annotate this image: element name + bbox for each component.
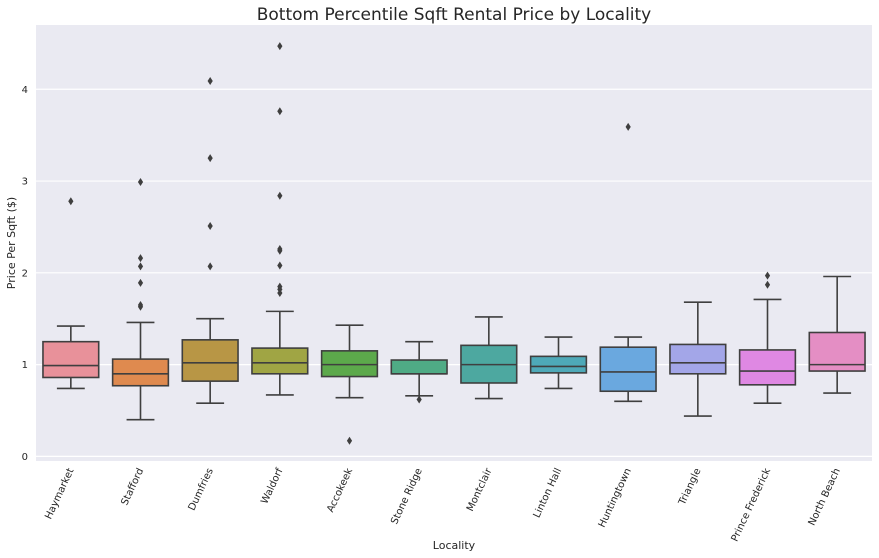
box-accokeek bbox=[320, 324, 379, 445]
box-stafford bbox=[111, 177, 170, 421]
box-linton-hall bbox=[529, 336, 588, 390]
box-haymarket bbox=[42, 197, 100, 390]
box-huntingtown bbox=[599, 122, 657, 403]
outlier-point bbox=[764, 271, 771, 280]
outlier-point bbox=[277, 261, 283, 270]
outlier-point bbox=[137, 278, 144, 287]
iqr-box bbox=[111, 358, 170, 387]
box-prince-frederick bbox=[738, 271, 797, 404]
x-axis-label: Locality bbox=[433, 539, 476, 552]
outlier-point bbox=[346, 436, 353, 445]
box-waldorf bbox=[251, 42, 309, 396]
y-axis-label: Price Per Sqft ($) bbox=[5, 197, 18, 289]
box-montclair bbox=[460, 316, 518, 400]
box-stone-ridge bbox=[390, 340, 448, 404]
outlier-point bbox=[137, 177, 144, 186]
box-triangle bbox=[669, 301, 727, 417]
iqr-box bbox=[529, 355, 588, 374]
iqr-box bbox=[320, 350, 379, 378]
outlier-point bbox=[277, 244, 283, 253]
outlier-point bbox=[277, 42, 283, 51]
outlier-point bbox=[416, 395, 422, 404]
y-tick-label: 0 bbox=[22, 452, 28, 463]
iqr-box bbox=[251, 347, 309, 375]
outlier-point bbox=[207, 262, 213, 271]
y-tick-label: 4 bbox=[22, 85, 28, 96]
y-tick-label: 1 bbox=[22, 360, 28, 371]
box-north-beach bbox=[808, 275, 866, 394]
gridlines bbox=[36, 88, 872, 458]
chart-title: Bottom Percentile Sqft Rental Price by L… bbox=[257, 5, 652, 25]
outlier-point bbox=[625, 122, 631, 131]
outlier-point bbox=[207, 154, 213, 163]
iqr-box bbox=[738, 349, 797, 386]
outlier-point bbox=[207, 76, 213, 85]
iqr-box bbox=[669, 343, 727, 375]
outlier-point bbox=[137, 254, 144, 263]
plot-area bbox=[36, 25, 872, 461]
iqr-box bbox=[42, 340, 100, 379]
box-dumfries bbox=[181, 76, 239, 404]
outlier-point bbox=[764, 280, 771, 289]
outlier-point bbox=[207, 222, 213, 231]
iqr-box bbox=[181, 339, 239, 382]
outlier-point bbox=[137, 300, 144, 309]
outlier-point bbox=[277, 107, 283, 116]
y-tick-label: 3 bbox=[22, 177, 28, 188]
outlier-point bbox=[277, 282, 283, 291]
outlier-point bbox=[137, 262, 144, 271]
y-tick-labels: 0 1 2 3 4 bbox=[22, 85, 28, 463]
outlier-point bbox=[68, 197, 74, 206]
y-tick-label: 2 bbox=[22, 268, 28, 279]
boxes-layer bbox=[42, 42, 866, 445]
iqr-box bbox=[599, 346, 657, 393]
iqr-box bbox=[390, 359, 448, 375]
outlier-point bbox=[277, 191, 283, 200]
